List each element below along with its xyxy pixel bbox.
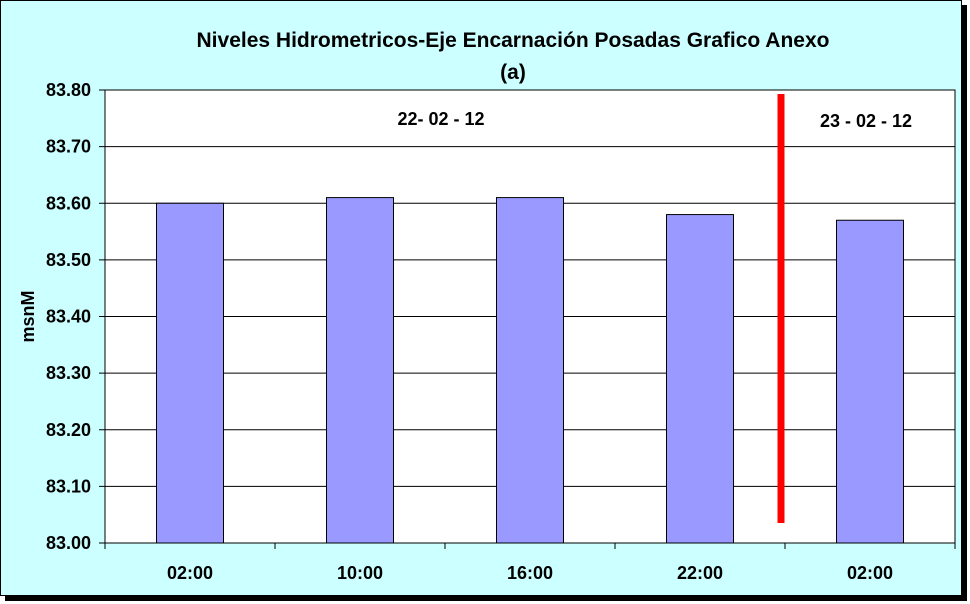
x-ticks: 02:00 10:00 16:00 22:00 02:00 [104, 543, 956, 583]
y-tick-label: 83.20 [46, 420, 91, 440]
x-tick-label: 10:00 [337, 563, 383, 583]
y-tick-label: 83.40 [46, 307, 91, 327]
y-tick-label: 83.10 [46, 476, 91, 496]
chart-subtitle: (a) [500, 61, 526, 84]
y-tick-label: 83.80 [46, 80, 91, 100]
y-tick-label: 83.50 [46, 250, 91, 270]
bar [156, 202, 224, 544]
bar [666, 214, 734, 544]
x-tick-label: 22:00 [677, 563, 723, 583]
bar [326, 197, 394, 544]
bar [836, 219, 904, 544]
y-tick-label: 83.70 [46, 137, 91, 157]
x-tick-label: 02:00 [847, 563, 893, 583]
date-annotation-1: 22- 02 - 12 [397, 109, 484, 129]
y-tick-label: 83.30 [46, 363, 91, 383]
date-annotation-2: 23 - 02 - 12 [820, 111, 912, 131]
y-tick-label: 83.00 [46, 533, 91, 553]
chart-title: Niveles Hidrometricos-Eje Encarnación Po… [196, 29, 830, 52]
x-tick-label: 02:00 [167, 563, 213, 583]
y-tick-label: 83.60 [46, 193, 91, 213]
bar [496, 197, 564, 544]
y-axis-title: msnM [18, 290, 38, 342]
x-tick-label: 16:00 [507, 563, 553, 583]
y-ticks: 83.00 83.10 83.20 83.30 83.40 83.50 83.60 83.70… [46, 80, 105, 553]
bars [156, 197, 904, 544]
